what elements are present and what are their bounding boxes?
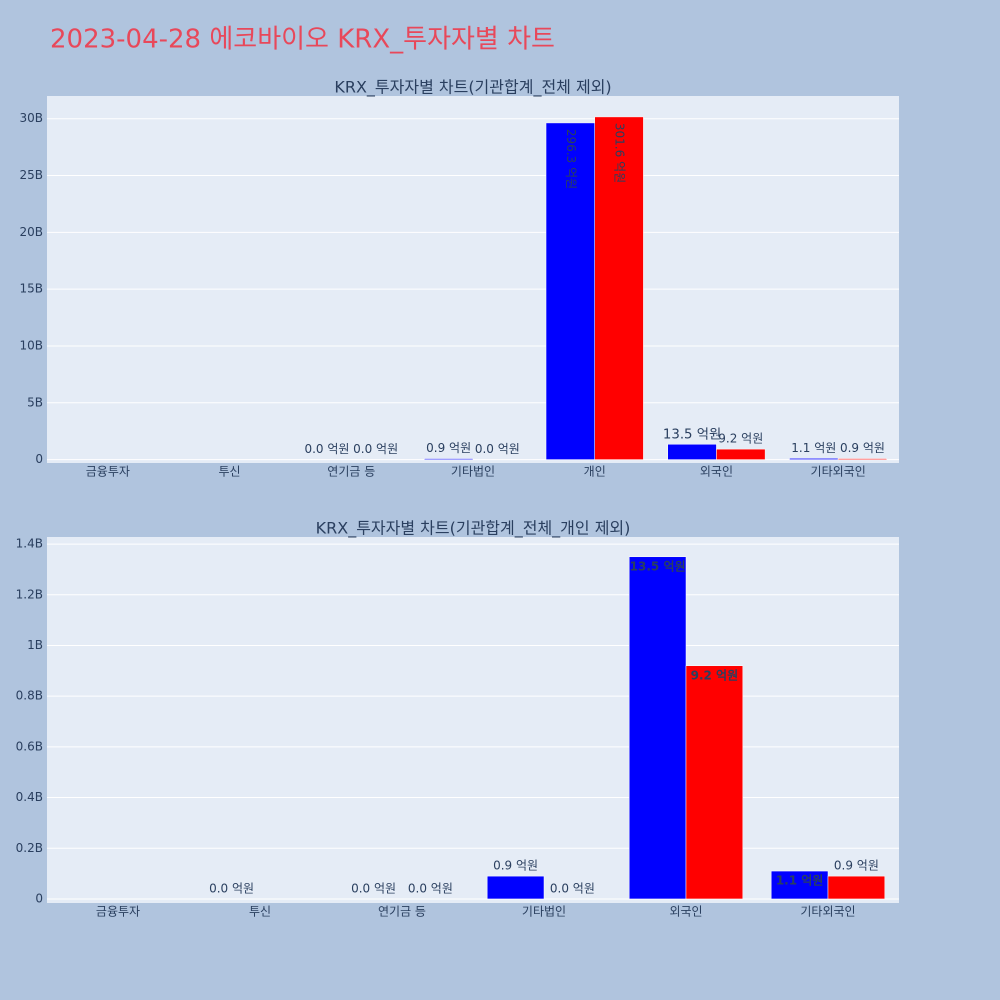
- y-tick-label: 0.2B: [16, 841, 43, 855]
- data-label: 296.3 억원: [564, 129, 578, 189]
- subplot-title: KRX_투자자별 차트(기관합계_전체_개인 제외): [316, 519, 631, 539]
- y-tick-label: 30B: [19, 111, 43, 125]
- data-label: 0.0 억원: [209, 881, 254, 895]
- data-label: 0.9 억원: [493, 859, 538, 873]
- y-tick-label: 5B: [27, 395, 43, 409]
- x-tick-label: 투신: [219, 465, 241, 479]
- data-label: 0.9 억원: [426, 441, 471, 455]
- bar: [685, 665, 744, 900]
- x-tick-label: 기타법인: [451, 465, 495, 479]
- data-label: 0.0 억원: [353, 442, 398, 456]
- subplot-title: KRX_투자자별 차트(기관합계_전체 제외): [334, 78, 611, 98]
- bar: [716, 448, 766, 460]
- x-tick-label: 금융투자: [86, 465, 130, 479]
- bar: [594, 116, 644, 460]
- y-tick-label: 25B: [19, 168, 43, 182]
- data-label: 9.2 억원: [691, 668, 739, 682]
- bar: [827, 875, 886, 900]
- y-tick-label: 20B: [19, 225, 43, 239]
- y-tick-label: 0: [35, 452, 43, 466]
- y-tick-label: 1.4B: [16, 537, 43, 551]
- x-tick-label: 연기금 등: [327, 465, 375, 479]
- data-label: 1.1 억원: [791, 441, 836, 455]
- data-label: 0.9 억원: [834, 859, 879, 873]
- data-label: 0.0 억원: [304, 442, 349, 456]
- bar: [667, 444, 717, 460]
- data-label: 13.5 억원: [630, 559, 686, 573]
- x-tick-label: 금융투자: [96, 905, 140, 919]
- bar: [486, 875, 545, 900]
- data-label: 1.1 억원: [776, 874, 824, 888]
- bar: [837, 458, 888, 460]
- x-tick-label: 기타외국인: [800, 905, 855, 919]
- data-label: 301.6 억원: [613, 123, 627, 183]
- data-label: 0.0 억원: [550, 881, 595, 895]
- data-label: 0.9 억원: [840, 441, 885, 455]
- data-label: 13.5 억원: [663, 426, 721, 442]
- data-label: 0.0 억원: [351, 881, 396, 895]
- bar: [545, 122, 595, 460]
- y-tick-label: 1B: [27, 638, 43, 652]
- y-tick-label: 0.4B: [16, 790, 43, 804]
- data-label: 0.0 억원: [475, 442, 520, 456]
- y-tick-label: 10B: [19, 338, 43, 352]
- x-tick-label: 외국인: [700, 465, 733, 479]
- x-tick-label: 개인: [584, 465, 606, 479]
- x-tick-label: 기타법인: [522, 905, 566, 919]
- x-tick-label: 연기금 등: [378, 905, 426, 919]
- bar: [424, 458, 474, 460]
- y-tick-label: 0: [35, 891, 43, 905]
- bar: [770, 870, 829, 900]
- bar: [628, 556, 687, 900]
- data-label: 9.2 억원: [718, 432, 763, 446]
- y-tick-label: 1.2B: [16, 587, 43, 601]
- x-tick-label: 투신: [249, 905, 271, 919]
- plot-area: [47, 96, 899, 463]
- y-tick-label: 0.8B: [16, 689, 43, 703]
- data-label: 0.0 억원: [408, 881, 453, 895]
- x-tick-label: 외국인: [669, 905, 702, 919]
- bar: [789, 458, 839, 460]
- x-tick-label: 기타외국인: [811, 465, 866, 479]
- y-tick-label: 15B: [19, 282, 43, 296]
- plot-area: [47, 537, 899, 903]
- page-title: 2023-04-28 에코바이오 KRX_투자자별 차트: [50, 25, 555, 55]
- y-tick-label: 0.6B: [16, 739, 43, 753]
